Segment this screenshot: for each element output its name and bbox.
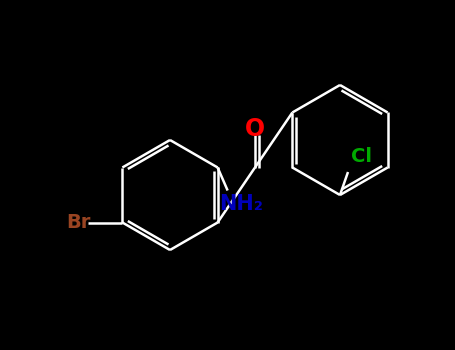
Text: NH₂: NH₂ [219, 195, 263, 215]
Text: Cl: Cl [352, 147, 373, 166]
Text: Br: Br [66, 213, 91, 232]
Text: O: O [245, 117, 265, 140]
